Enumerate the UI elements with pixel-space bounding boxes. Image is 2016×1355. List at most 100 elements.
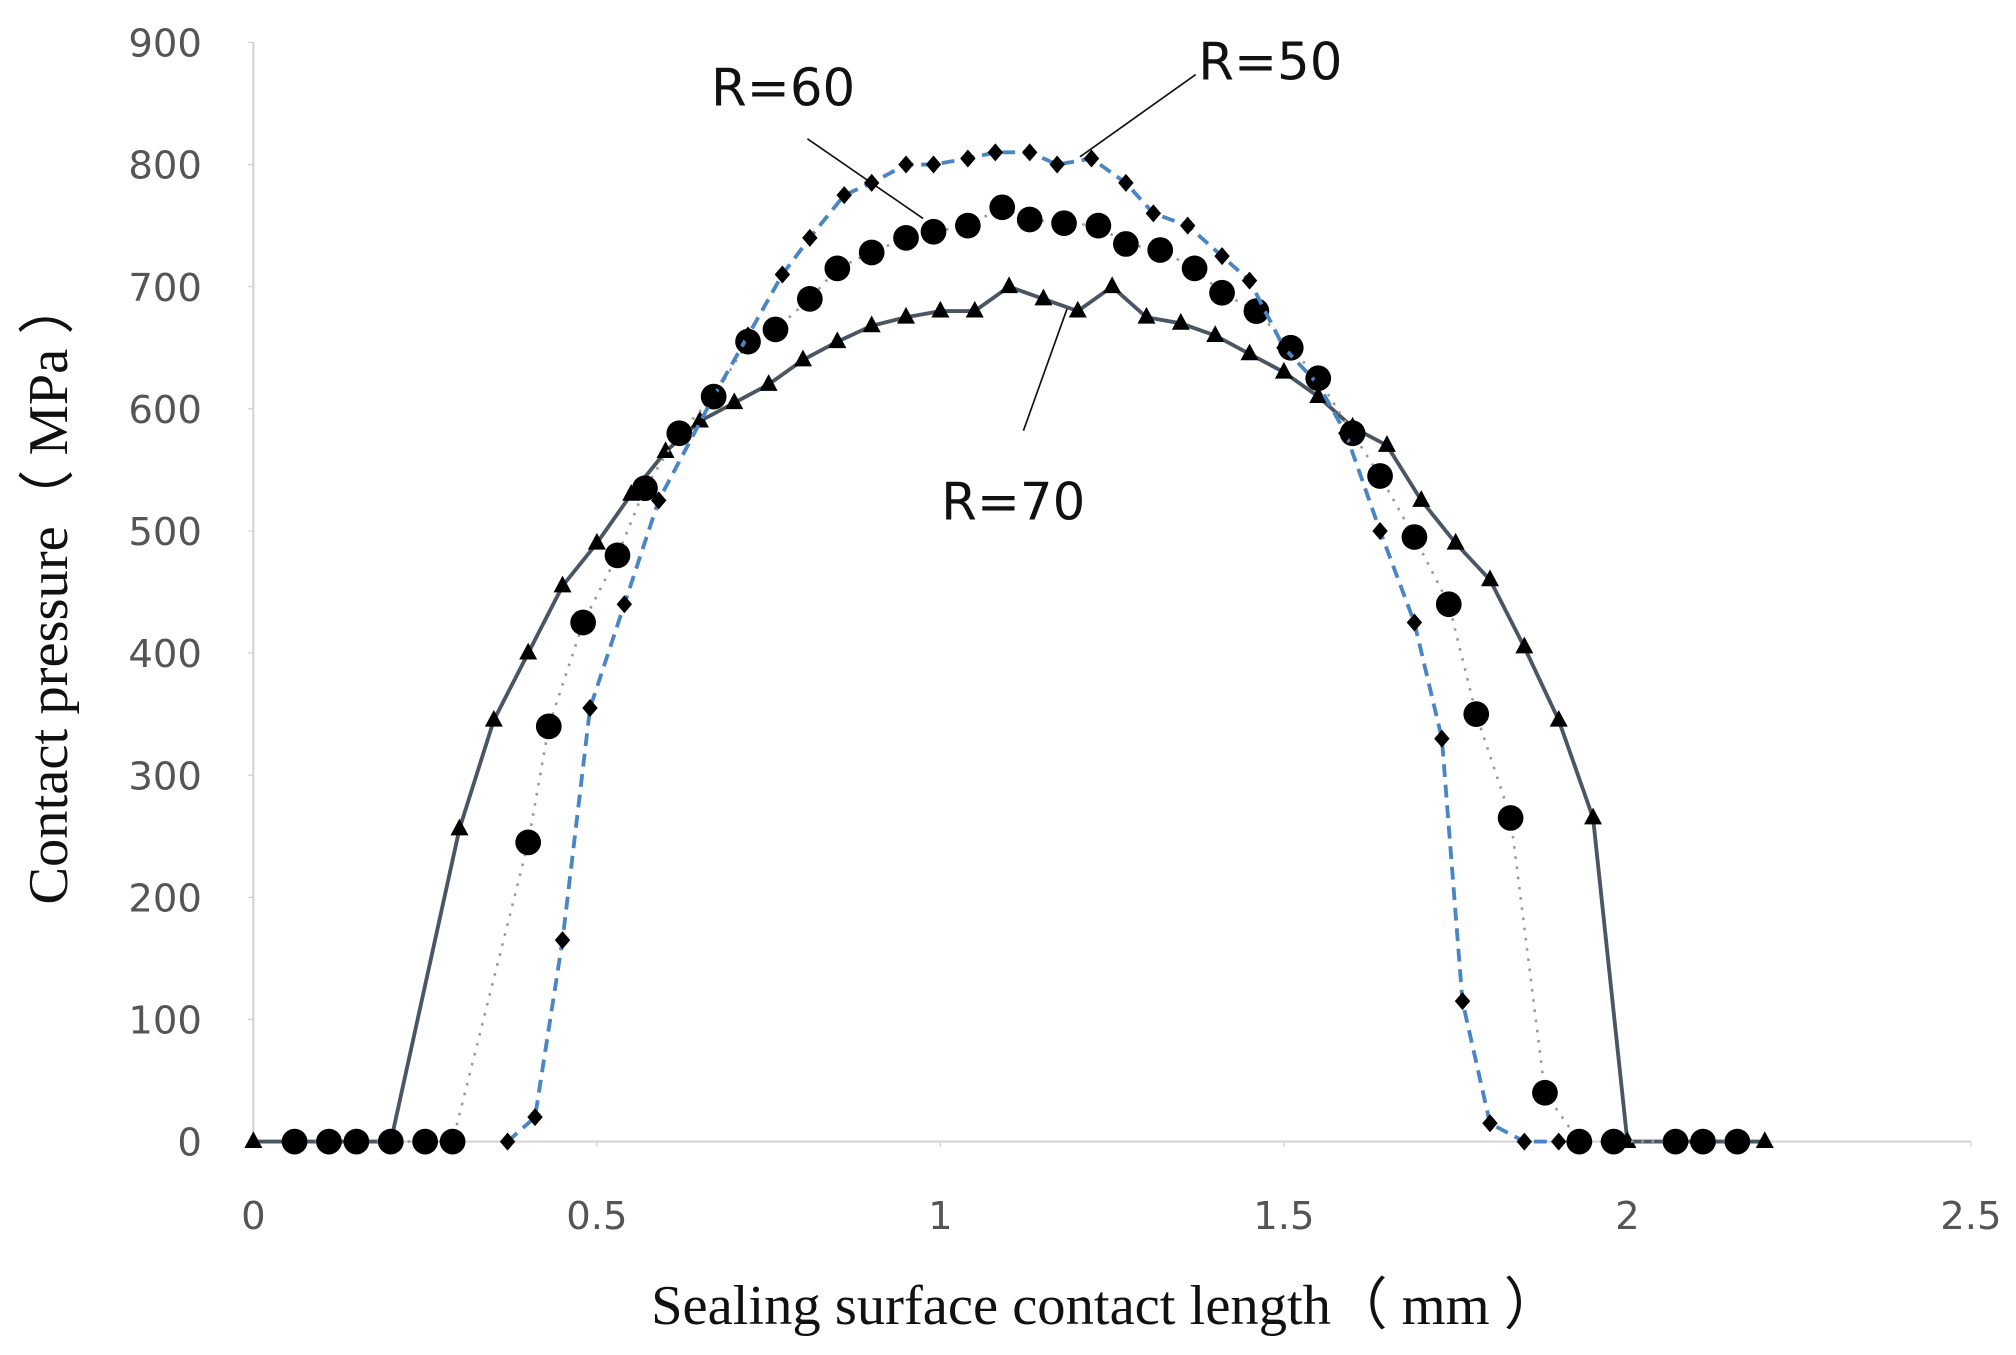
data-point bbox=[793, 349, 812, 367]
data-point bbox=[1145, 204, 1162, 223]
data-point bbox=[1463, 701, 1490, 727]
data-point bbox=[1083, 149, 1100, 168]
leader-line bbox=[1022, 308, 1068, 431]
data-point bbox=[439, 1128, 466, 1155]
data-point bbox=[1516, 1132, 1533, 1151]
leader-line bbox=[1079, 73, 1197, 158]
data-point bbox=[796, 286, 823, 312]
x-tick-label: 2.5 bbox=[1940, 1194, 2001, 1239]
data-point bbox=[656, 441, 675, 458]
data-point bbox=[1206, 325, 1225, 342]
data-point bbox=[1068, 300, 1087, 318]
data-point bbox=[666, 420, 693, 447]
data-point bbox=[535, 713, 562, 740]
data-point bbox=[705, 387, 722, 406]
data-point bbox=[898, 155, 914, 174]
data-point bbox=[1000, 276, 1019, 294]
data-point bbox=[1401, 524, 1428, 550]
data-point bbox=[1085, 212, 1112, 239]
data-point bbox=[1532, 1079, 1558, 1106]
data-point bbox=[1372, 521, 1388, 540]
data-point bbox=[1243, 298, 1270, 324]
data-point bbox=[1662, 1128, 1689, 1155]
y-tick-label: 500 bbox=[128, 510, 202, 555]
data-point bbox=[553, 575, 572, 593]
data-point bbox=[1147, 237, 1174, 263]
data-point bbox=[412, 1128, 438, 1155]
data-point bbox=[1755, 1131, 1774, 1149]
data-point bbox=[1016, 206, 1043, 233]
data-point bbox=[1214, 247, 1230, 266]
x-tick-label: 1 bbox=[928, 1194, 953, 1239]
data-point bbox=[1482, 1114, 1498, 1133]
data-point bbox=[1377, 435, 1396, 452]
data-point bbox=[316, 1128, 342, 1155]
data-point bbox=[1179, 216, 1196, 235]
data-point bbox=[920, 218, 947, 245]
data-point bbox=[343, 1128, 370, 1155]
data-point bbox=[897, 306, 916, 324]
data-point bbox=[1309, 386, 1328, 404]
data-point bbox=[1406, 613, 1423, 632]
x-tick-label: 1.5 bbox=[1253, 1194, 1314, 1239]
data-point bbox=[858, 239, 885, 266]
annotation: R=70 bbox=[941, 472, 1085, 532]
leader-lines bbox=[806, 73, 1197, 431]
data-point bbox=[1049, 155, 1065, 174]
data-point bbox=[1480, 569, 1499, 587]
data-point bbox=[828, 331, 847, 349]
data-point bbox=[582, 699, 598, 718]
data-point bbox=[450, 818, 469, 836]
data-point bbox=[570, 609, 596, 636]
data-point bbox=[1367, 463, 1393, 489]
data-point bbox=[1584, 807, 1603, 825]
data-point bbox=[1724, 1128, 1751, 1155]
series bbox=[244, 276, 1774, 1149]
data-point bbox=[802, 228, 818, 247]
y-tick-label: 600 bbox=[128, 388, 202, 433]
data-point bbox=[1600, 1128, 1627, 1155]
data-point bbox=[1412, 490, 1431, 507]
data-point bbox=[965, 300, 984, 318]
data-point bbox=[1113, 231, 1139, 257]
data-point bbox=[1051, 210, 1077, 237]
y-tick-label: 400 bbox=[128, 632, 202, 677]
data-point bbox=[931, 300, 950, 318]
data-point bbox=[960, 149, 976, 168]
data-point bbox=[484, 709, 503, 727]
data-point bbox=[1435, 591, 1462, 618]
data-point bbox=[632, 475, 658, 502]
data-point bbox=[1021, 143, 1038, 162]
data-point bbox=[987, 143, 1004, 162]
data-point bbox=[893, 224, 919, 251]
data-point bbox=[863, 173, 880, 192]
series-line bbox=[294, 206, 1738, 1143]
data-point bbox=[824, 255, 851, 282]
data-point bbox=[1034, 288, 1053, 306]
data-point bbox=[281, 1128, 308, 1155]
data-point bbox=[690, 410, 709, 428]
data-point bbox=[836, 186, 852, 205]
data-point bbox=[862, 315, 881, 333]
leader-line bbox=[806, 138, 924, 220]
data-point bbox=[1497, 805, 1524, 831]
y-axis-title: Contact pressure（ MPa ） bbox=[18, 278, 80, 905]
data-point bbox=[650, 491, 667, 510]
data-point bbox=[1549, 709, 1568, 727]
data-point bbox=[1515, 636, 1534, 654]
data-point bbox=[1274, 361, 1293, 379]
data-point bbox=[925, 155, 942, 174]
data-point bbox=[616, 595, 633, 614]
data-point bbox=[1240, 343, 1259, 361]
data-point bbox=[1103, 276, 1122, 294]
data-point bbox=[1171, 313, 1190, 330]
data-point bbox=[519, 642, 538, 660]
data-point bbox=[989, 194, 1016, 221]
data-point bbox=[762, 316, 789, 343]
data-point bbox=[377, 1128, 404, 1155]
data-point bbox=[1446, 532, 1465, 550]
data-point bbox=[955, 212, 981, 239]
data-point bbox=[587, 532, 606, 550]
data-point bbox=[1118, 173, 1134, 192]
